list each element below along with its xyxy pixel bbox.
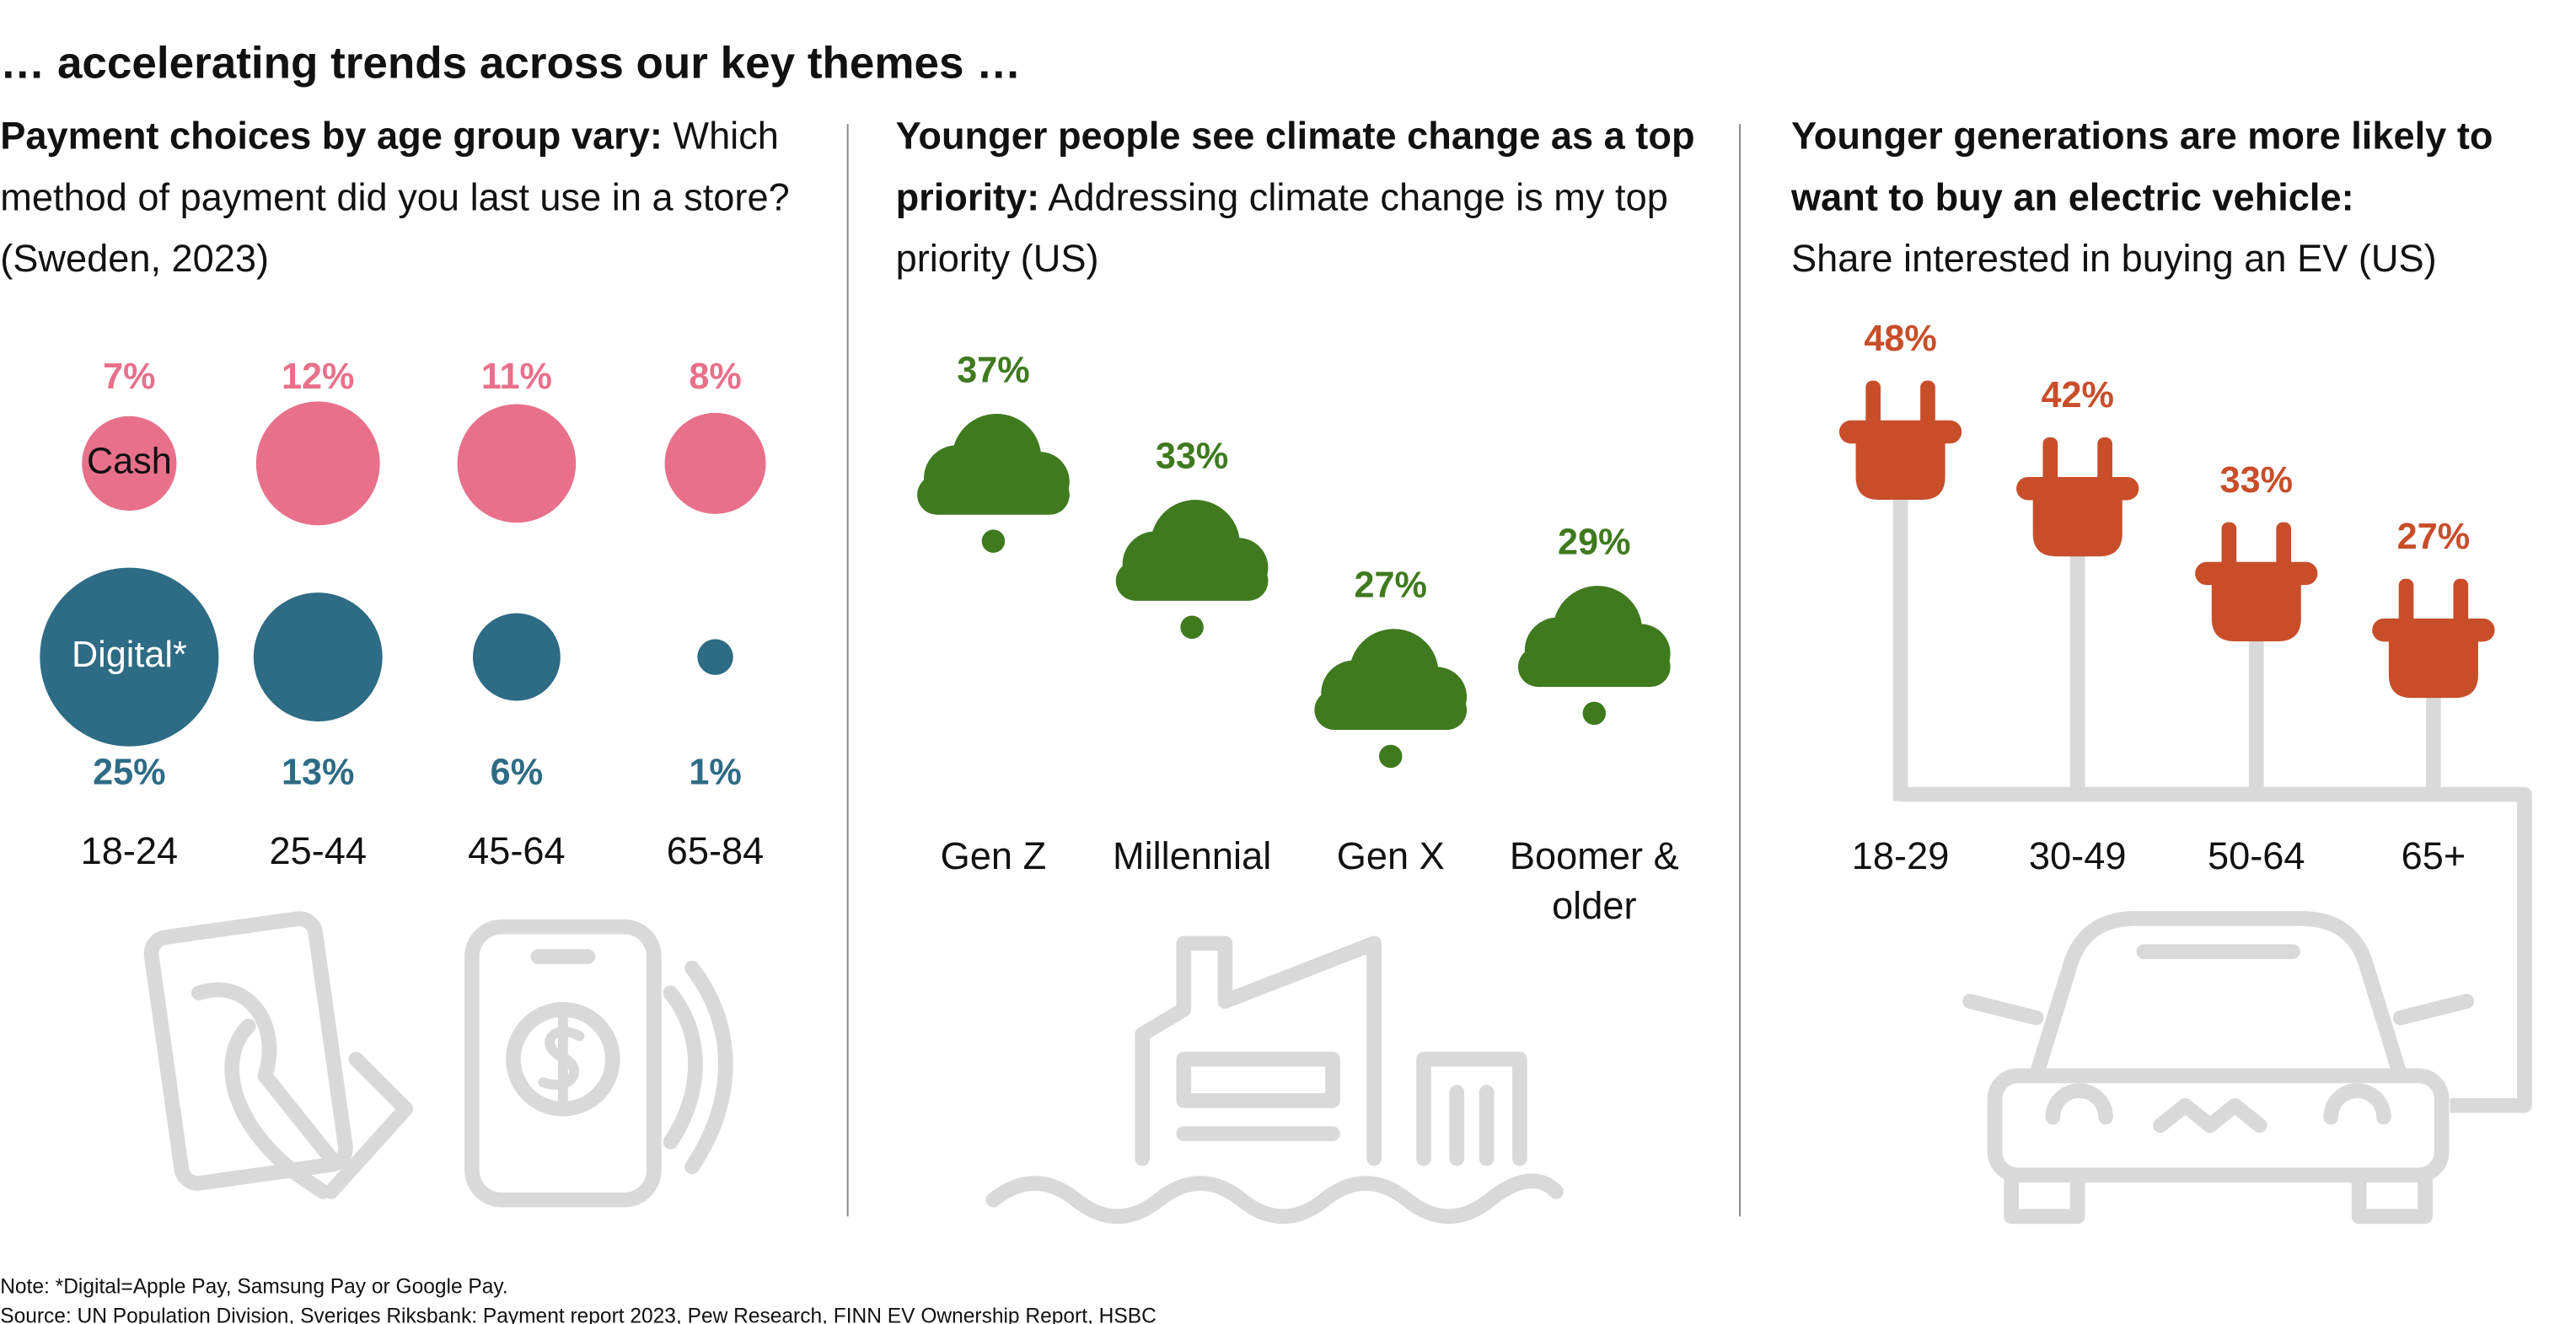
title-text: Payment choices by age group vary: Which…: [0, 106, 828, 290]
plug-part: [1855, 440, 1945, 501]
value-label: 13%: [282, 752, 354, 792]
value-label: 27%: [1355, 566, 1427, 606]
value-label: 37%: [957, 350, 1029, 390]
series-label: Cash: [87, 441, 172, 481]
bubble: [697, 639, 733, 675]
page-title: … accelerating trends across our key the…: [0, 39, 1021, 88]
x-label-box: 65+: [2401, 834, 2466, 877]
bubble: [40, 567, 219, 747]
value-label: 27%: [2397, 517, 2470, 557]
plug-part: [2211, 582, 2301, 641]
x-label-box: 50-64: [2208, 834, 2305, 877]
x-label-box: 18-24: [80, 828, 179, 872]
cloud: [1115, 500, 1269, 640]
x-tick-label: 18-24: [80, 828, 179, 872]
plug-part: [2388, 638, 2478, 699]
x-tick-label: 18-29: [1851, 834, 1950, 877]
x-tick-label: Millennial: [1112, 834, 1272, 877]
x-label-box: Boomer & older: [1509, 834, 1679, 927]
bubble: [457, 404, 577, 523]
value-label: 42%: [2041, 375, 2113, 415]
x-tick-label: Boomer & older: [1509, 834, 1679, 927]
x-tick-label: 30-49: [2028, 834, 2127, 877]
cloud-part: [1314, 689, 1468, 731]
x-tick-label: Gen Z: [940, 834, 1047, 877]
cloud: [1517, 586, 1671, 726]
x-label-box: Millennial: [1112, 834, 1272, 877]
plug-part: [1838, 420, 1962, 444]
cloud-part: [1517, 646, 1671, 687]
value-label: 29%: [1558, 522, 1630, 562]
plug: [2195, 522, 2318, 641]
cloud-part: [1115, 560, 1269, 601]
chart-subtitle: Addressing climate change is my top prio…: [895, 175, 1668, 280]
x-label-box: 30-49: [2028, 834, 2127, 877]
cloud: [917, 413, 1070, 553]
factory-icon: [985, 935, 1564, 1225]
chart-title: Younger generations are more likely to w…: [1790, 114, 2493, 219]
title-text: Younger people see climate change as a t…: [896, 106, 1724, 290]
chart-subtitle: Which method of payment did you last use…: [0, 114, 790, 280]
x-label-box: Gen Z: [940, 834, 1047, 877]
cloud-part: [1379, 744, 1403, 769]
bubble: [82, 415, 177, 511]
plug-part: [2016, 476, 2139, 501]
bubble: [472, 613, 561, 701]
chart-title: Payment choices by age group vary:: [0, 114, 663, 158]
cable: [2433, 786, 2532, 1113]
value-label: 7%: [103, 356, 155, 397]
value-label: 11%: [481, 356, 552, 397]
title-text: Younger generations are more likely to w…: [1791, 106, 2576, 290]
x-tick-label: 65-84: [666, 828, 765, 872]
bubble: [255, 401, 380, 526]
cloud-part: [1582, 701, 1607, 726]
chart-title: Younger people see climate change as a t…: [895, 114, 1695, 219]
title-block: Younger generations are more likely to w…: [1791, 106, 2576, 290]
plug: [2372, 578, 2495, 699]
card-hand-icon: [143, 911, 414, 1199]
cloud-part: [1180, 615, 1204, 640]
value-label: 6%: [491, 752, 543, 792]
x-tick-label: 45-64: [468, 828, 566, 872]
title-block: Payment choices by age group vary: Which…: [0, 106, 828, 290]
value-label: 48%: [1864, 319, 1936, 359]
bubble: [253, 592, 383, 722]
bubble: [664, 412, 766, 514]
x-label-box: Gen X: [1336, 834, 1445, 877]
value-label: 33%: [2220, 460, 2293, 501]
x-tick-label: Gen X: [1336, 834, 1445, 877]
note: Note: *Digital=Apple Pay, Samsung Pay or…: [0, 1275, 507, 1298]
plug-part: [2032, 496, 2123, 557]
x-label-box: 65-84: [666, 828, 765, 872]
x-label-box: 25-44: [269, 828, 367, 872]
source: Source: UN Population Division, Sveriges…: [0, 1305, 1157, 1324]
phone-pay-icon: [464, 919, 733, 1208]
value-label: 25%: [93, 752, 165, 792]
car-icon: [1962, 911, 2475, 1225]
plug: [2016, 437, 2139, 557]
value-label: 8%: [689, 356, 741, 397]
plug-part: [2195, 561, 2318, 586]
value-label: 33%: [1156, 436, 1228, 476]
x-tick-label: 25-44: [269, 828, 367, 872]
x-label-box: 18-29: [1851, 834, 1950, 877]
value-label: 12%: [282, 356, 354, 397]
plug: [1838, 380, 1962, 501]
x-tick-label: 65+: [2401, 834, 2466, 877]
cloud: [1314, 629, 1468, 769]
cloud-part: [981, 529, 1006, 553]
plug-part: [2372, 618, 2495, 642]
value-label: 1%: [689, 752, 741, 792]
x-label-box: 45-64: [468, 828, 566, 872]
title-block: Younger people see climate change as a t…: [896, 106, 1724, 290]
series-label: Digital*: [72, 635, 187, 675]
cloud-part: [917, 474, 1070, 515]
chart-subtitle: Share interested in buying an EV (US): [1790, 236, 2437, 280]
x-tick-label: 50-64: [2208, 834, 2305, 877]
